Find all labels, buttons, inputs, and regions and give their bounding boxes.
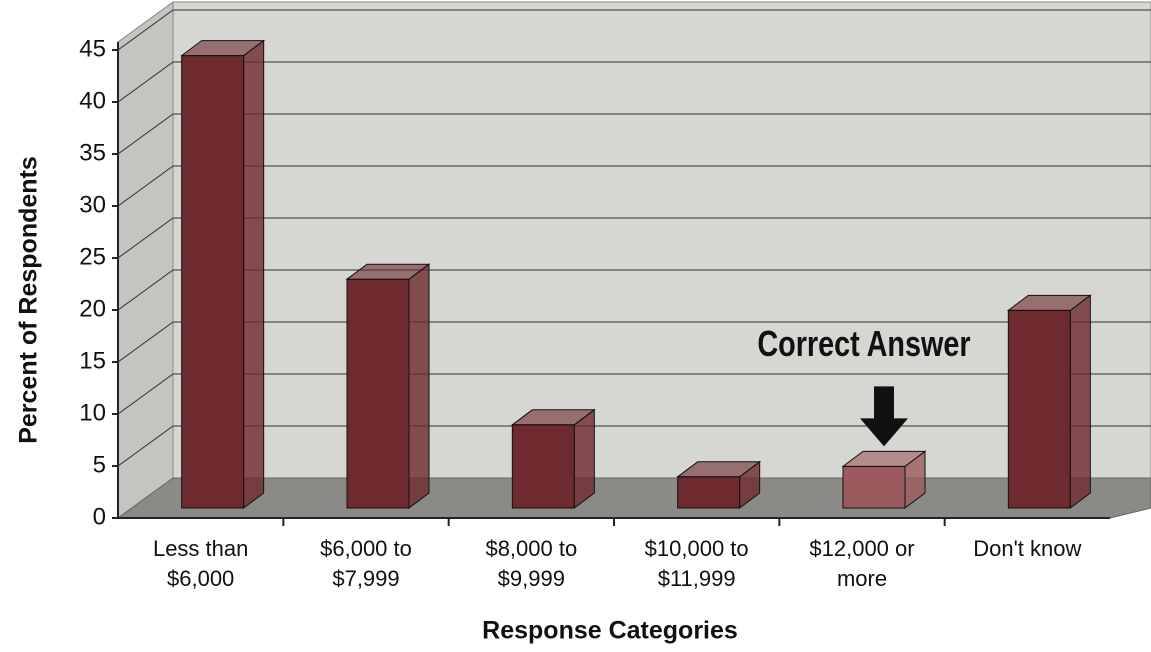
y-tick-label: 10: [79, 399, 106, 426]
grid-line: [117, 9, 1151, 51]
y-tick-label: 15: [79, 347, 106, 374]
x-tick-label: $12,000 or more: [809, 536, 915, 591]
x-tick-label: $10,000 to $11,999: [644, 536, 749, 591]
grid-line: [117, 113, 1151, 155]
floor: [116, 477, 1151, 519]
y-tick-label: 20: [79, 295, 106, 322]
y-tick-label: 25: [79, 243, 106, 270]
bar-top: [1006, 294, 1092, 311]
grid-line: [117, 373, 1151, 415]
bar-top: [676, 461, 762, 478]
y-tick-label: 5: [93, 451, 106, 478]
bar-side: [573, 408, 595, 509]
bar: [677, 476, 741, 509]
grid-line: [117, 269, 1151, 311]
bar: [346, 278, 410, 509]
grid-line: [117, 425, 1151, 467]
x-tick-label: $8,000 to $9,999: [485, 536, 578, 591]
bar: [842, 465, 906, 509]
annotation: Correct Answer: [757, 323, 971, 364]
bar: [1007, 309, 1071, 509]
y-axis-title: Percent of Respondents: [15, 156, 43, 444]
y-tick-label: 0: [93, 503, 106, 530]
bar-top: [345, 263, 431, 280]
back-wall: [172, 1, 1151, 479]
bar-top: [841, 450, 927, 467]
side-wall: [117, 1, 174, 519]
y-tick-label: 45: [79, 35, 106, 62]
bar-top: [180, 40, 266, 57]
bar-side: [408, 263, 430, 509]
x-axis-title: Response Categories: [482, 617, 738, 645]
bar-side: [1069, 294, 1091, 509]
grid-line: [117, 165, 1151, 207]
y-tick-label: 40: [79, 87, 106, 114]
y-tick-label: 35: [79, 139, 106, 166]
bar: [181, 55, 245, 509]
grid-line: [117, 321, 1151, 363]
x-tick-label: Don't know: [973, 536, 1082, 561]
bar-side: [243, 39, 265, 510]
bar-top: [510, 409, 596, 426]
annotation-arrow: [860, 386, 908, 447]
bar: [511, 424, 575, 509]
grid-line: [117, 61, 1151, 103]
y-tick-label: 30: [79, 191, 106, 218]
x-tick-label: $6,000 to $7,999: [320, 536, 412, 591]
x-tick-label: Less than $6,000: [152, 536, 249, 591]
grid-line: [117, 217, 1151, 259]
